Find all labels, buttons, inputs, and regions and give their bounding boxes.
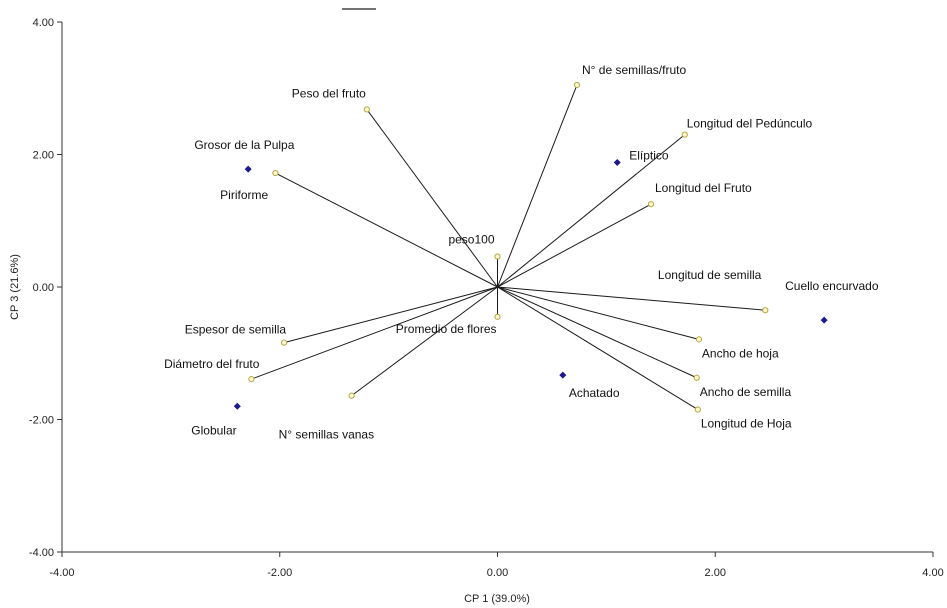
- point-label: Cuello encurvado: [785, 279, 879, 293]
- loading-vector: [366, 109, 498, 288]
- x-tick-label: -2.00: [267, 567, 292, 579]
- loading-vector: [497, 203, 652, 288]
- vector-tip: [573, 81, 581, 89]
- point-label: Elíptico: [629, 148, 669, 162]
- y-axis-title: CP 3 (21.6%): [9, 254, 21, 320]
- vector-tip: [281, 339, 288, 346]
- vector-tip: [248, 375, 255, 383]
- vector-label: Ancho de semilla: [700, 385, 792, 399]
- y-ticks: 4.00 2.00 0.00 -2.00 -4.00: [29, 17, 62, 559]
- vector-tip: [494, 313, 501, 320]
- vector-label: N° semillas vanas: [279, 428, 375, 442]
- loading-vector: [497, 134, 686, 288]
- loading-vector: [497, 84, 578, 288]
- observation-point: [233, 402, 241, 410]
- vector-tip: [363, 106, 370, 113]
- vector-tip: [695, 336, 703, 343]
- y-tick-label: 2.00: [33, 150, 54, 162]
- vector-tip: [494, 253, 501, 260]
- vector-tip: [762, 307, 769, 314]
- x-tick-label: 4.00: [922, 567, 943, 579]
- loading-vector: [497, 286, 700, 340]
- vector-label: Longitud del Pedúnculo: [687, 117, 813, 131]
- loading-vector: [251, 286, 498, 380]
- vector-label: Longitud de semilla: [658, 268, 762, 282]
- observation-point: [820, 316, 828, 324]
- loading-vector: [283, 286, 498, 344]
- observation-points: Piriforme Elíptico Cuello encurvado Achatad…: [191, 148, 879, 437]
- vector-label: Espesor de semilla: [185, 323, 287, 337]
- vector-label: Grosor de la Pulpa: [194, 138, 294, 152]
- vector-label: Longitud de Hoja: [701, 417, 792, 431]
- observation-point: [244, 165, 252, 173]
- loading-vector: [497, 286, 699, 410]
- vector-label: Longitud del Fruto: [655, 181, 752, 195]
- point-label: Globular: [191, 423, 236, 437]
- observation-point: [613, 158, 621, 166]
- x-ticks: -4.00 -2.00 0.00 2.00 4.00: [49, 552, 944, 579]
- vector-label: peso100: [448, 233, 494, 247]
- loading-vector: [351, 286, 498, 397]
- y-tick-label: 0.00: [33, 282, 54, 294]
- y-tick-label: -4.00: [29, 547, 54, 559]
- x-axis-title: CP 1 (39.0%): [464, 593, 530, 605]
- vector-tip: [272, 169, 279, 177]
- x-tick-label: 0.00: [487, 567, 508, 579]
- loading-vector: [497, 286, 766, 311]
- loading-vector: [497, 286, 697, 379]
- x-tick-label: 2.00: [705, 567, 726, 579]
- x-tick-label: -4.00: [49, 567, 74, 579]
- y-tick-label: 4.00: [33, 17, 54, 29]
- loading-vectors: N° de semillas/fruto Longitud del Pedúncu…: [164, 63, 812, 442]
- vector-tip: [647, 201, 655, 208]
- point-label: Piriforme: [220, 188, 268, 202]
- vector-tip: [348, 392, 355, 399]
- observation-point: [559, 371, 567, 379]
- vector-label: Ancho de hoja: [702, 346, 779, 360]
- vector-label: Diámetro del fruto: [164, 357, 260, 371]
- y-tick-label: -2.00: [29, 415, 54, 427]
- point-label: Achatado: [569, 386, 620, 400]
- vector-tip: [694, 406, 701, 413]
- vector-label: Promedio de flores: [396, 322, 497, 336]
- loading-vector: [275, 172, 498, 288]
- vector-tip: [693, 374, 700, 381]
- vector-tip: [681, 131, 688, 138]
- vector-label: N° de semillas/fruto: [582, 63, 686, 77]
- vector-label: Peso del fruto: [292, 86, 366, 100]
